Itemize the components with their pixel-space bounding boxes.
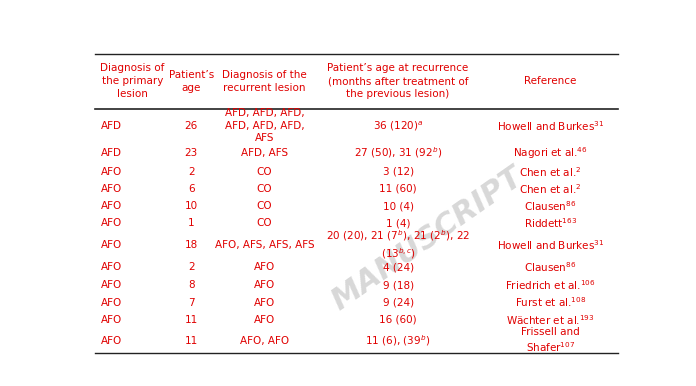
Text: CO: CO bbox=[257, 201, 272, 211]
Text: 18: 18 bbox=[184, 240, 198, 250]
Text: 6: 6 bbox=[188, 184, 194, 194]
Text: MANUSCRIPT: MANUSCRIPT bbox=[326, 163, 528, 317]
Text: AFO: AFO bbox=[100, 262, 122, 272]
Text: Clausen$^{86}$: Clausen$^{86}$ bbox=[524, 199, 576, 213]
Text: 27 (50), 31 (92$^{b}$): 27 (50), 31 (92$^{b}$) bbox=[354, 146, 442, 161]
Text: Patient’s age at recurrence
(months after treatment of
the previous lesion): Patient’s age at recurrence (months afte… bbox=[327, 63, 468, 99]
Text: 9 (24): 9 (24) bbox=[383, 298, 413, 308]
Text: 9 (18): 9 (18) bbox=[383, 280, 413, 290]
Text: 1: 1 bbox=[188, 218, 194, 229]
Text: Friedrich et al.$^{106}$: Friedrich et al.$^{106}$ bbox=[505, 278, 596, 292]
Text: 10 (4): 10 (4) bbox=[383, 201, 413, 211]
Text: AFO, AFO: AFO, AFO bbox=[240, 335, 289, 345]
Text: Nagori et al.$^{46}$: Nagori et al.$^{46}$ bbox=[513, 145, 587, 161]
Text: AFO: AFO bbox=[100, 167, 122, 177]
Text: 2: 2 bbox=[188, 262, 194, 272]
Text: 23: 23 bbox=[184, 148, 198, 158]
Text: 20 (20), 21 (7$^{b}$), 21 (2$^{b}$), 22
(13$^{b,c}$): 20 (20), 21 (7$^{b}$), 21 (2$^{b}$), 22 … bbox=[326, 228, 470, 261]
Text: 10: 10 bbox=[184, 201, 198, 211]
Text: 26: 26 bbox=[184, 121, 198, 131]
Text: 11: 11 bbox=[184, 315, 198, 325]
Text: AFO: AFO bbox=[100, 298, 122, 308]
Text: Chen et al.$^{2}$: Chen et al.$^{2}$ bbox=[519, 182, 581, 196]
Text: CO: CO bbox=[257, 184, 272, 194]
Text: 3 (12): 3 (12) bbox=[383, 167, 413, 177]
Text: 1 (4): 1 (4) bbox=[386, 218, 411, 229]
Text: AFD, AFD, AFD,
AFD, AFD, AFD,
AFS: AFD, AFD, AFD, AFD, AFD, AFD, AFS bbox=[225, 108, 304, 143]
Text: AFD: AFD bbox=[100, 148, 122, 158]
Text: AFO: AFO bbox=[100, 201, 122, 211]
Text: Diagnosis of
the primary
lesion: Diagnosis of the primary lesion bbox=[100, 63, 165, 99]
Text: Furst et al.$^{108}$: Furst et al.$^{108}$ bbox=[514, 296, 586, 310]
Text: AFO: AFO bbox=[254, 315, 275, 325]
Text: AFO: AFO bbox=[254, 298, 275, 308]
Text: 4 (24): 4 (24) bbox=[383, 262, 413, 272]
Text: Reference: Reference bbox=[524, 76, 576, 86]
Text: AFO: AFO bbox=[100, 315, 122, 325]
Text: AFD, AFS: AFD, AFS bbox=[241, 148, 288, 158]
Text: Wächter et al.$^{193}$: Wächter et al.$^{193}$ bbox=[506, 313, 594, 327]
Text: Chen et al.$^{2}$: Chen et al.$^{2}$ bbox=[519, 165, 581, 179]
Text: Frissell and
Shafer$^{107}$: Frissell and Shafer$^{107}$ bbox=[521, 327, 580, 354]
Text: 36 (120)$^{a}$: 36 (120)$^{a}$ bbox=[373, 119, 423, 132]
Text: Diagnosis of the
recurrent lesion: Diagnosis of the recurrent lesion bbox=[222, 70, 307, 93]
Text: Clausen$^{86}$: Clausen$^{86}$ bbox=[524, 260, 576, 274]
Text: AFO: AFO bbox=[254, 280, 275, 290]
Text: AFO: AFO bbox=[254, 262, 275, 272]
Text: AFO: AFO bbox=[100, 335, 122, 345]
Text: AFO: AFO bbox=[100, 184, 122, 194]
Text: 2: 2 bbox=[188, 167, 194, 177]
Text: 8: 8 bbox=[188, 280, 194, 290]
Text: Howell and Burkes$^{31}$: Howell and Burkes$^{31}$ bbox=[496, 238, 604, 252]
Text: Howell and Burkes$^{31}$: Howell and Burkes$^{31}$ bbox=[496, 119, 604, 133]
Text: AFD: AFD bbox=[100, 121, 122, 131]
Text: AFO: AFO bbox=[100, 280, 122, 290]
Text: CO: CO bbox=[257, 218, 272, 229]
Text: AFO, AFS, AFS, AFS: AFO, AFS, AFS, AFS bbox=[215, 240, 315, 250]
Text: 7: 7 bbox=[188, 298, 194, 308]
Text: CO: CO bbox=[257, 167, 272, 177]
Text: AFO: AFO bbox=[100, 240, 122, 250]
Text: 11: 11 bbox=[184, 335, 198, 345]
Text: Patient’s
age: Patient’s age bbox=[168, 70, 214, 93]
Text: 16 (60): 16 (60) bbox=[379, 315, 417, 325]
Text: 11 (6), (39$^{b}$): 11 (6), (39$^{b}$) bbox=[365, 333, 431, 348]
Text: AFO: AFO bbox=[100, 218, 122, 229]
Text: 11 (60): 11 (60) bbox=[379, 184, 417, 194]
Text: Riddett$^{163}$: Riddett$^{163}$ bbox=[523, 217, 577, 230]
